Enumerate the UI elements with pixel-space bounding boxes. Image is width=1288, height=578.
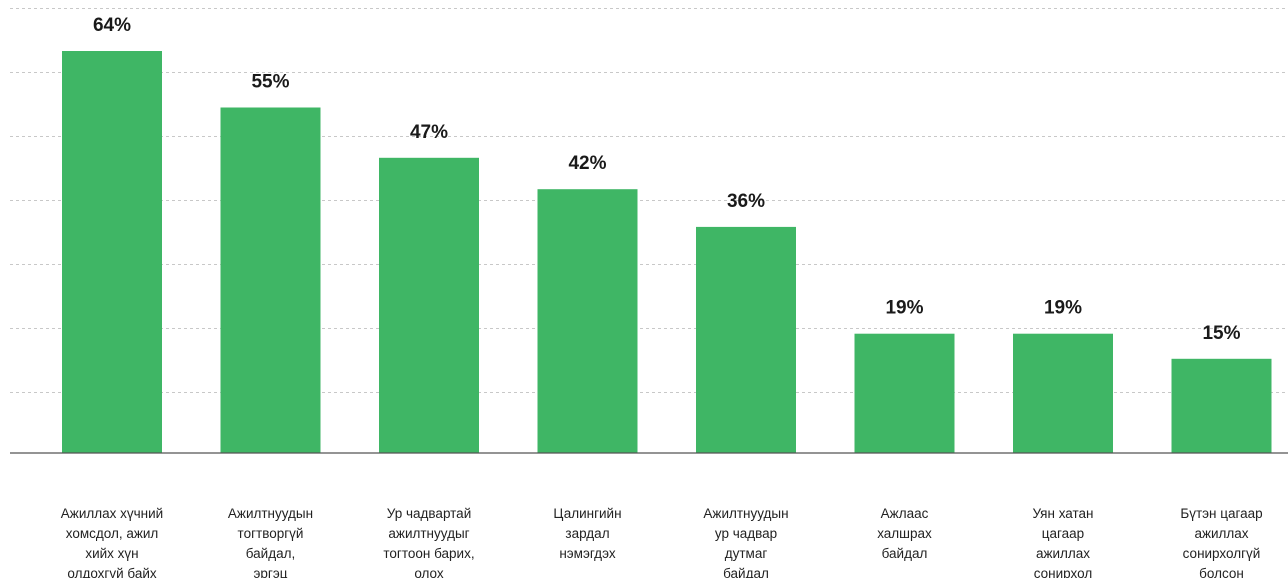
- category-label-line: олдохгүй байх: [67, 566, 157, 578]
- category-label-line: тогтворгүй: [238, 526, 304, 541]
- bar-value-label: 19%: [1044, 298, 1082, 319]
- category-label: Ажилтнуудын тогтворгүй байдал, эргэц: [228, 506, 313, 578]
- category-label-line: хомсдол, ажил: [66, 526, 159, 541]
- category-label-line: ажилтнуудыг: [388, 526, 469, 541]
- bar-value-label: 42%: [568, 153, 606, 174]
- category-label-line: байдал: [882, 546, 928, 561]
- category-label-line: дутмаг: [725, 546, 768, 561]
- category-label-line: Ур чадвартай: [387, 506, 471, 521]
- category-label: Ажиллах хүчний хомсдол, ажил хийх хүн олдох…: [61, 506, 163, 578]
- category-label-line: ажиллах: [1194, 526, 1248, 541]
- bar: [379, 157, 479, 454]
- bars: [62, 51, 1272, 454]
- category-label-line: Ажилтнуудын: [703, 506, 788, 521]
- category-label-line: эргэц: [254, 566, 288, 578]
- bar: [537, 189, 638, 453]
- bar: [696, 226, 796, 453]
- category-label-line: Ажилтнуудын: [228, 506, 313, 521]
- category-label: Уян хатан цагаар ажиллах сонирхол: [1033, 506, 1094, 578]
- bar-value-label: 15%: [1202, 323, 1240, 344]
- bar: [62, 51, 162, 453]
- category-label-line: нэмэгдэх: [559, 546, 616, 561]
- category-label-line: байдал,: [246, 546, 296, 561]
- value-labels: 64% 55% 47% 42% 36% 19% 19% 15%: [93, 15, 1241, 344]
- category-label-line: Ажлаас: [881, 506, 929, 521]
- category-label-line: хийх хүн: [85, 546, 138, 561]
- category-label-line: ажиллах: [1036, 546, 1090, 561]
- category-label-line: зардал: [565, 526, 609, 541]
- category-label-line: сонирхол: [1034, 566, 1092, 578]
- category-label-line: байдал: [723, 566, 769, 578]
- category-label-line: Уян хатан: [1033, 506, 1094, 521]
- bar: [854, 333, 955, 453]
- category-label: Ажилтнуудын ур чадвар дутмаг байдал: [703, 506, 788, 578]
- bar-value-label: 55%: [251, 72, 289, 93]
- category-label-line: халшрах: [877, 526, 932, 541]
- category-label-line: тогтоон барих,: [383, 546, 474, 561]
- category-label-line: ур чадвар: [715, 526, 777, 541]
- category-label-line: цагаар: [1042, 526, 1084, 541]
- category-label-line: олох: [414, 566, 444, 578]
- category-label: Бүтэн цагаар ажиллах сонирхолгүй болсон: [1180, 506, 1262, 578]
- category-label: Ажлаас халшрах байдал: [877, 506, 932, 561]
- bar-value-label: 36%: [727, 191, 765, 212]
- bar-value-label: 64%: [93, 15, 131, 36]
- category-label-line: Бүтэн цагаар: [1180, 506, 1262, 521]
- category-label-line: Ажиллах хүчний: [61, 506, 163, 521]
- category-label-line: сонирхолгүй: [1183, 546, 1261, 561]
- bar: [220, 107, 321, 453]
- category-label: Цалингийн зардал нэмэгдэх: [553, 506, 621, 561]
- category-label-line: болсон: [1199, 566, 1244, 578]
- bar: [1171, 358, 1272, 453]
- bar-value-label: 47%: [410, 122, 448, 143]
- category-label-line: Цалингийн: [553, 506, 621, 521]
- category-label: Ур чадвартай ажилтнуудыг тогтоон барих, оло…: [383, 506, 474, 578]
- bar: [1013, 333, 1113, 453]
- bar-value-label: 19%: [885, 298, 923, 319]
- category-labels: Ажиллах хүчний хомсдол, ажил хийх хүн олдох…: [61, 506, 1263, 578]
